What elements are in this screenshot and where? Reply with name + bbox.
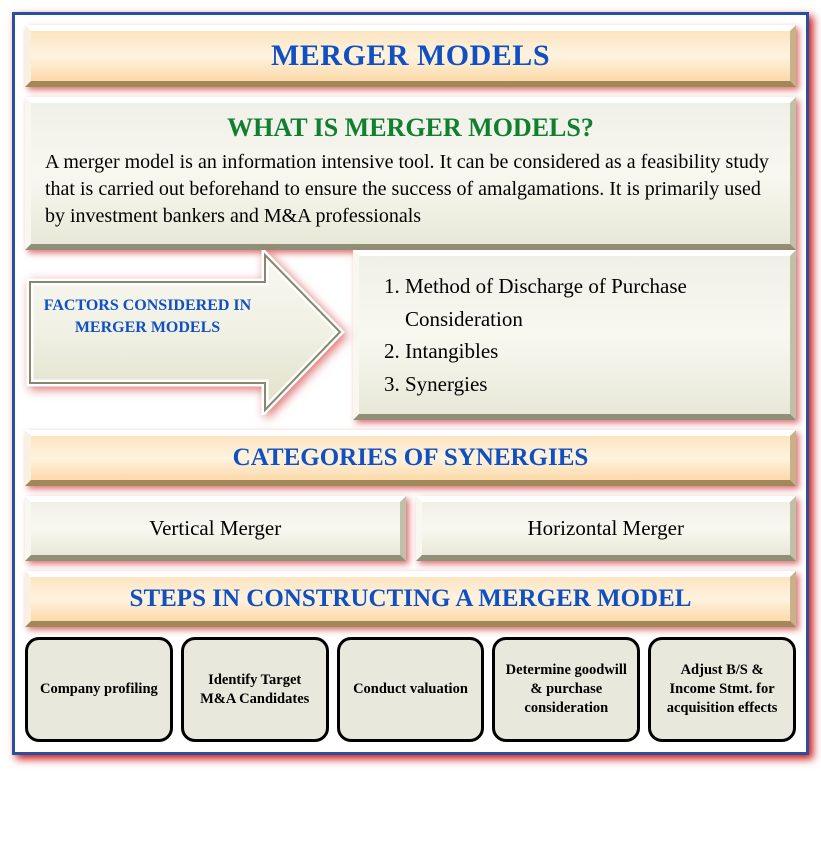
list-item: Method of Discharge of Purchase Consider… <box>405 270 772 335</box>
title-panel: MERGER MODELS <box>25 25 796 87</box>
steps-title-panel: STEPS IN CONSTRUCTING A MERGER MODEL <box>25 571 796 627</box>
main-title: MERGER MODELS <box>31 31 790 81</box>
factors-row: FACTORS CONSIDERED IN MERGER MODELS Meth… <box>25 250 796 420</box>
step-card: Identify Target M&A Candidates <box>181 637 329 742</box>
description-panel: WHAT IS MERGER MODELS? A merger model is… <box>25 97 796 250</box>
description-title: WHAT IS MERGER MODELS? <box>45 113 776 143</box>
categories-row: Vertical Merger Horizontal Merger <box>25 496 796 561</box>
list-item: Intangibles <box>405 335 772 368</box>
list-item: Synergies <box>405 368 772 401</box>
factors-list-panel: Method of Discharge of Purchase Consider… <box>353 250 796 420</box>
main-container: MERGER MODELS WHAT IS MERGER MODELS? A m… <box>12 12 809 755</box>
categories-title: CATEGORIES OF SYNERGIES <box>31 436 790 480</box>
step-card: Adjust B/S & Income Stmt. for acquisitio… <box>648 637 796 742</box>
category-box: Horizontal Merger <box>416 496 797 561</box>
steps-row: Company profiling Identify Target M&A Ca… <box>25 637 796 742</box>
factors-list: Method of Discharge of Purchase Consider… <box>405 270 772 400</box>
step-card: Determine goodwill & purchase considerat… <box>492 637 640 742</box>
factors-label: FACTORS CONSIDERED IN MERGER MODELS <box>35 295 260 338</box>
steps-title: STEPS IN CONSTRUCTING A MERGER MODEL <box>31 577 790 621</box>
arrow-shape: FACTORS CONSIDERED IN MERGER MODELS <box>25 250 345 415</box>
categories-title-panel: CATEGORIES OF SYNERGIES <box>25 430 796 486</box>
step-card: Conduct valuation <box>337 637 485 742</box>
step-card: Company profiling <box>25 637 173 742</box>
category-box: Vertical Merger <box>25 496 406 561</box>
description-body: A merger model is an information intensi… <box>45 149 776 230</box>
